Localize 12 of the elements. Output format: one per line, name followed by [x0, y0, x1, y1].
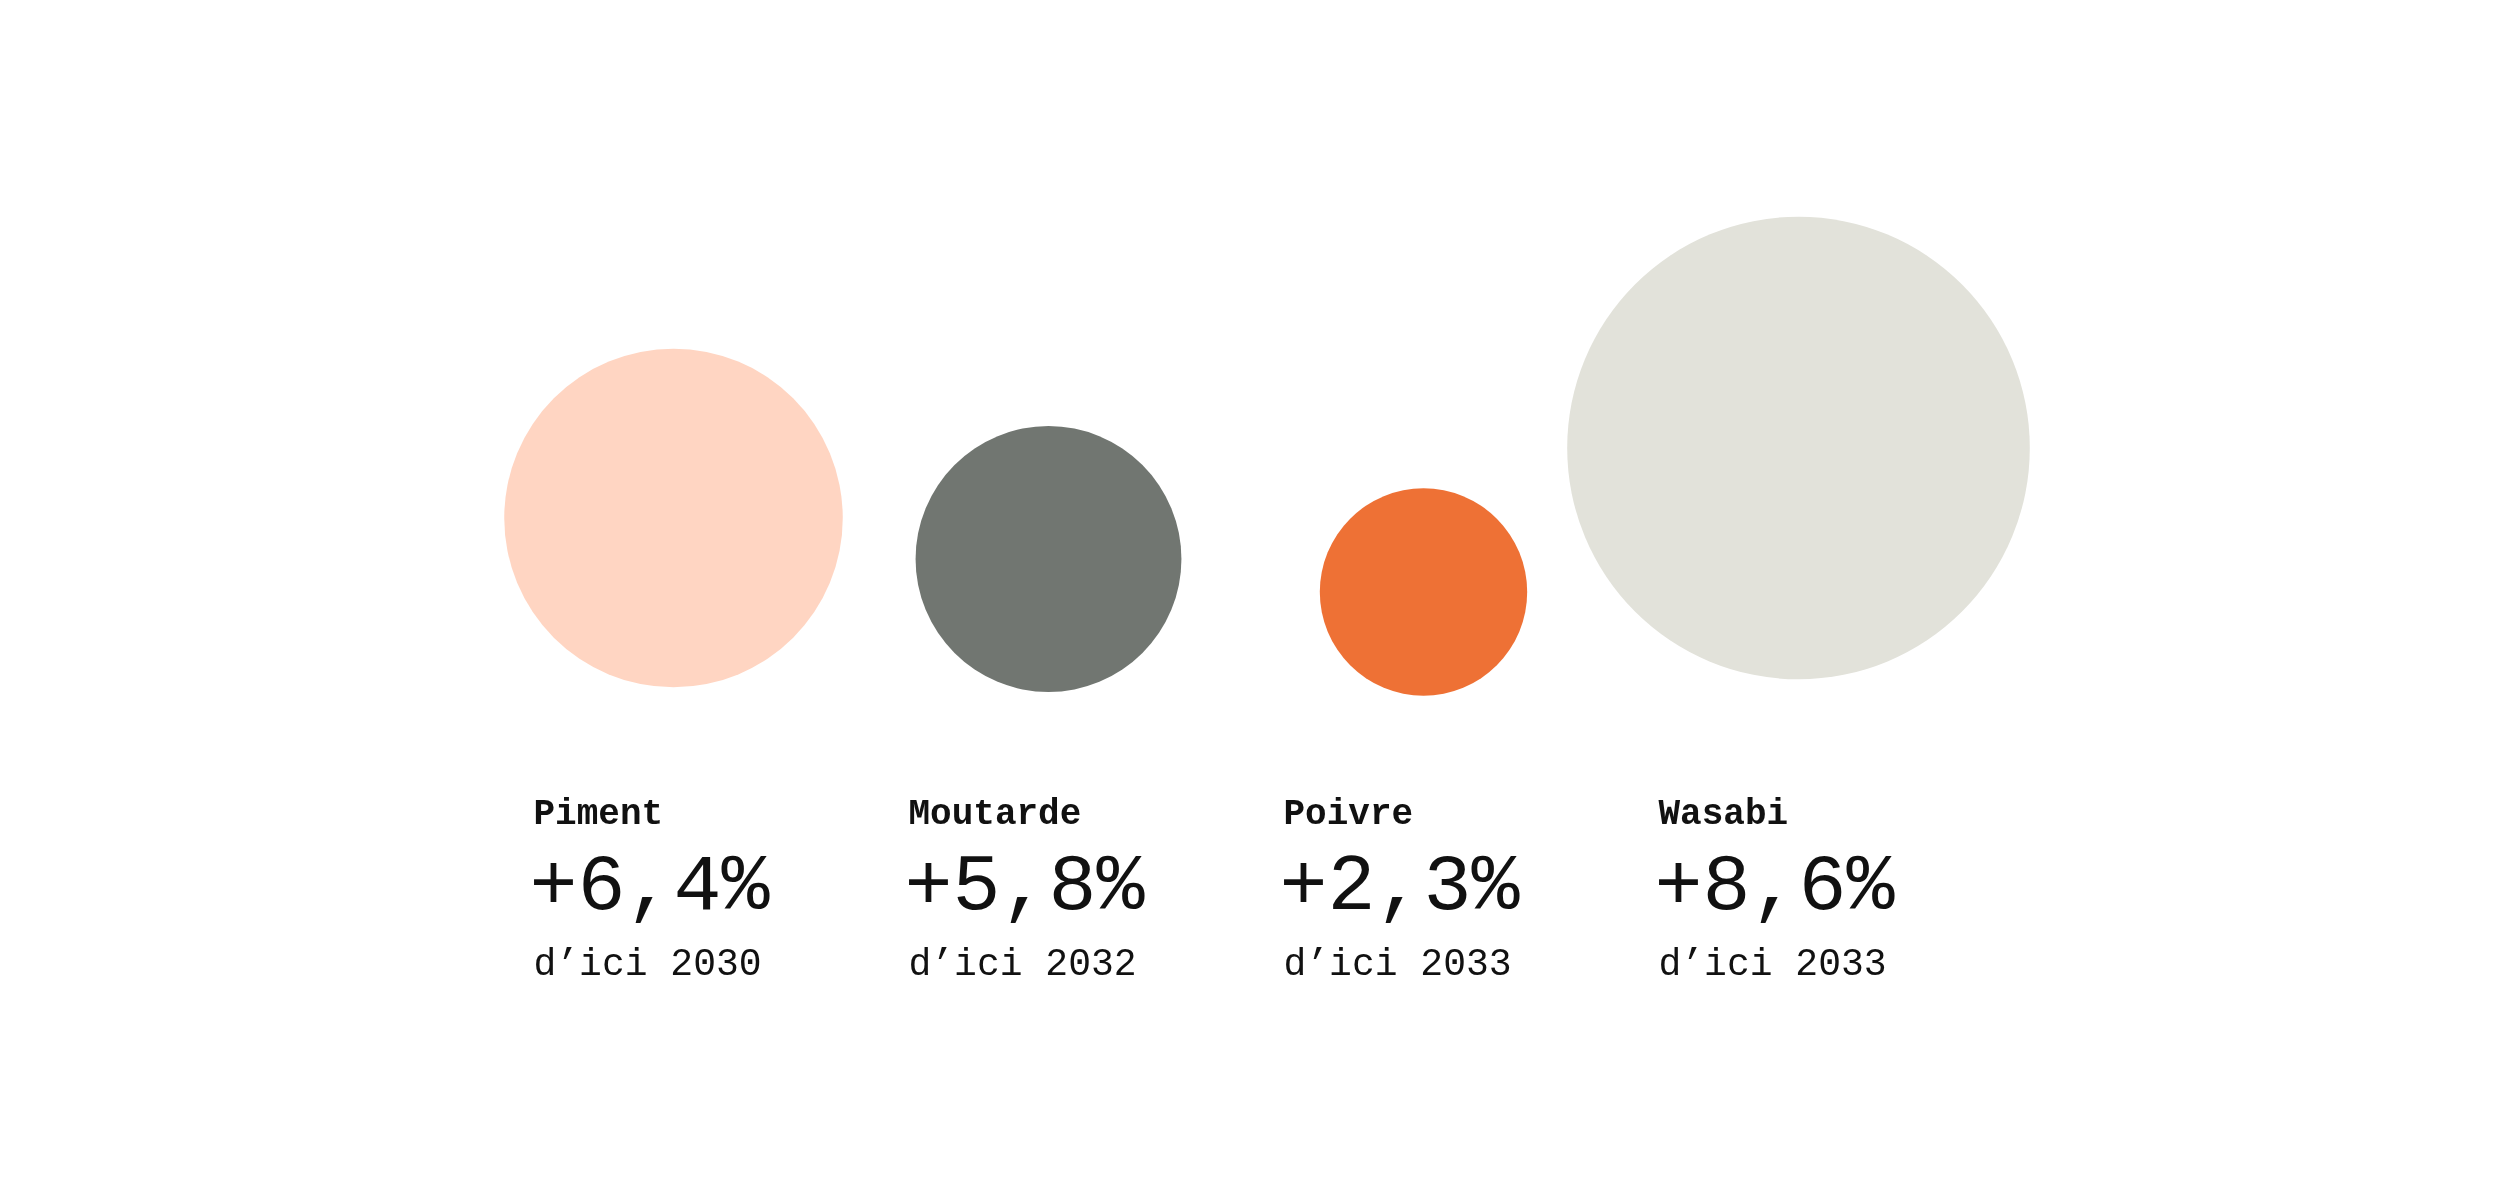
text: d’ici 2030 [533, 943, 762, 986]
data-label: +6,4% [529, 842, 771, 933]
text: d’ici 2032 [908, 943, 1137, 986]
category-label: Moutarde [908, 794, 1082, 835]
data-label: +2,3% [1279, 842, 1521, 933]
data-label: +8,6% [1654, 842, 1896, 933]
data-label: +5,8% [904, 842, 1146, 933]
category-label: Poivre [1283, 794, 1414, 835]
text: d’ici 2033 [1658, 943, 1887, 986]
category-label: Piment [533, 794, 664, 835]
category-label: Wasabi [1658, 794, 1789, 835]
text: d’ici 2033 [1283, 943, 1512, 986]
